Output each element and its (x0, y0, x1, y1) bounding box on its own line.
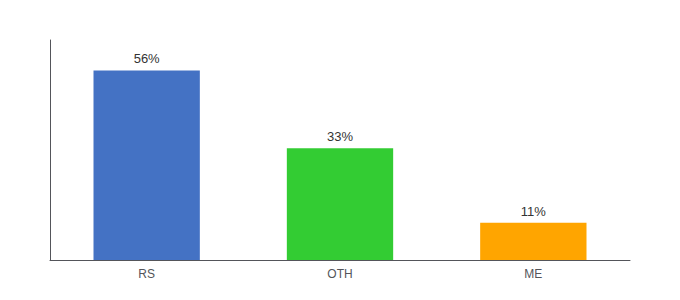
svg-text:ME: ME (524, 267, 542, 281)
svg-text:33%: 33% (327, 129, 353, 144)
svg-text:OTH: OTH (327, 267, 352, 281)
svg-text:56%: 56% (134, 51, 160, 66)
svg-text:11%: 11% (521, 204, 546, 219)
svg-text:RS: RS (138, 267, 155, 281)
